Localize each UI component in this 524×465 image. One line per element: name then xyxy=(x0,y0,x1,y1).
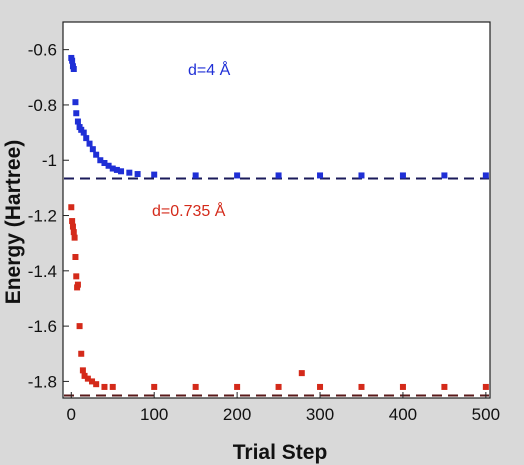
series-0-point-29 xyxy=(441,172,448,179)
series-1-point-19 xyxy=(192,383,199,390)
series-1-point-6 xyxy=(73,273,80,280)
series-1-point-25 xyxy=(399,383,406,390)
reference-lines xyxy=(64,177,489,397)
y-tick-label-1: -0.8 xyxy=(28,96,57,115)
y-tick-label-0: -0.6 xyxy=(28,41,57,60)
series-1-point-12 xyxy=(81,372,88,379)
y-tick-label-4: -1.4 xyxy=(28,262,57,281)
series-1-point-11 xyxy=(79,367,86,374)
series-1-point-8 xyxy=(74,281,81,288)
series-1-point-10 xyxy=(78,350,85,357)
series-0-point-19 xyxy=(118,168,125,175)
series-1-point-20 xyxy=(234,383,241,390)
series-0-point-6 xyxy=(74,118,81,125)
series-1-point-9 xyxy=(76,323,83,330)
series-1-point-23 xyxy=(317,383,324,390)
series-0-point-14 xyxy=(97,157,104,164)
series-0-point-20 xyxy=(126,169,133,176)
y-tick-label-2: -1 xyxy=(42,151,57,170)
x-tick-label-0: 0 xyxy=(67,405,76,424)
series-1-point-21 xyxy=(275,383,282,390)
series-1-point-1 xyxy=(69,218,76,225)
series-0-point-30 xyxy=(482,172,489,179)
series-0-point-11 xyxy=(86,140,93,147)
plot-area xyxy=(62,21,491,399)
series-0-point-13 xyxy=(93,151,100,158)
series-1-point-26 xyxy=(441,383,448,390)
series-1-point-13 xyxy=(84,375,91,382)
y-tick-label-6: -1.8 xyxy=(28,372,57,391)
series-0-point-25 xyxy=(275,172,282,179)
series-0-point-22 xyxy=(151,171,158,178)
red-annotation: d=0.735 Å xyxy=(152,201,226,220)
y-tick-label-3: -1.2 xyxy=(28,207,57,226)
x-axis-label: Trial Step xyxy=(233,441,328,464)
data-points xyxy=(68,54,489,390)
series-1-point-22 xyxy=(298,370,305,377)
series-1-point-24 xyxy=(358,383,365,390)
x-tick-label-2: 200 xyxy=(223,405,251,424)
series-1-point-16 xyxy=(101,383,108,390)
series-1-point-18 xyxy=(151,383,158,390)
series-0-point-5 xyxy=(73,110,80,117)
series-1-point-5 xyxy=(72,254,79,260)
series-1-point-4 xyxy=(71,234,78,241)
series-0-point-17 xyxy=(109,165,116,172)
axis-ticks: 0 100 200 300 400 500 -0.6 -0.8 -1 -1.2 -1.4 -1.6 -1… xyxy=(28,41,500,424)
series-0-point-21 xyxy=(134,171,141,178)
series-1-point-14 xyxy=(89,378,96,385)
x-tick-label-1: 100 xyxy=(140,405,168,424)
series-0-point-26 xyxy=(317,172,324,179)
series-0-point-3 xyxy=(70,66,77,72)
series-1-point-2 xyxy=(69,223,76,230)
series-0-point-24 xyxy=(234,172,241,179)
series-0-point-10 xyxy=(83,135,90,142)
series-0-point-9 xyxy=(80,129,87,136)
blue-annotation: d=4 Å xyxy=(188,60,231,79)
x-tick-label-3: 300 xyxy=(306,405,334,424)
y-tick-label-5: -1.6 xyxy=(28,317,57,336)
series-0-point-4 xyxy=(72,99,79,106)
series-1-point-15 xyxy=(93,381,100,388)
series-1-point-3 xyxy=(70,229,77,236)
series-1-point-17 xyxy=(109,383,116,390)
series-0-point-23 xyxy=(192,172,199,179)
y-axis-label: Energy (Hartree) xyxy=(2,140,25,305)
series-0-point-18 xyxy=(113,166,120,173)
series-1-point-0 xyxy=(68,204,75,211)
x-tick-label-4: 400 xyxy=(389,405,417,424)
series-0-point-12 xyxy=(89,146,96,153)
series-0-point-16 xyxy=(105,162,112,169)
series-0-point-1 xyxy=(69,57,76,64)
x-tick-label-5: 500 xyxy=(472,405,500,424)
series-0-point-27 xyxy=(358,172,365,179)
series-0-point-28 xyxy=(399,172,406,179)
series-0-point-15 xyxy=(101,160,108,166)
series-1-point-27 xyxy=(482,383,489,390)
